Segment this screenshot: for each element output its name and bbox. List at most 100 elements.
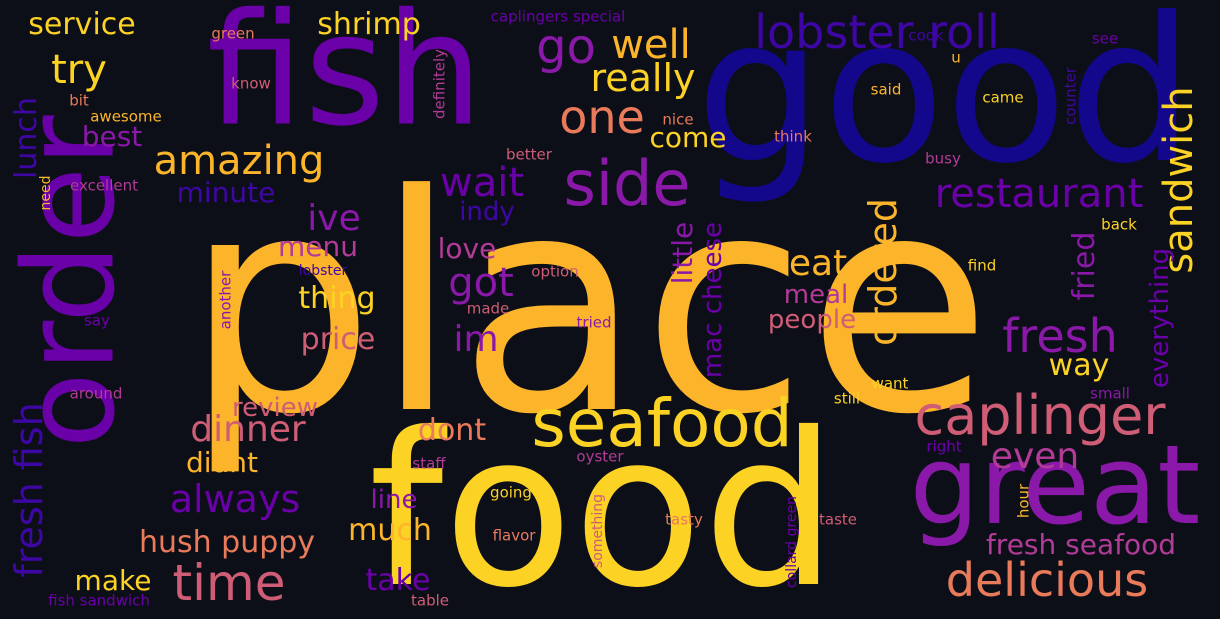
word-made: made	[466, 299, 510, 318]
word-caplinger: caplinger	[914, 384, 1166, 447]
word-love: love	[437, 232, 497, 265]
word-flavor: flavor	[492, 526, 536, 545]
word-cook: cook	[908, 26, 944, 45]
word-one: one	[559, 90, 645, 144]
word-amazing: amazing	[153, 138, 325, 184]
word-go: go	[536, 19, 596, 75]
word-bit: bit	[69, 91, 89, 110]
word-u: u	[951, 48, 961, 67]
word-need: need	[38, 175, 54, 211]
word-restaurant: restaurant	[934, 171, 1144, 217]
word-much: much	[348, 513, 432, 548]
word-green: green	[211, 24, 255, 43]
word-ive: ive	[307, 198, 361, 239]
word-ordered: ordered	[861, 198, 905, 346]
word-another: another	[216, 270, 235, 330]
word-fried: fried	[1067, 231, 1102, 301]
word-fish-sandwich: fish sandwich	[48, 591, 150, 610]
word-fresh: fresh	[1002, 309, 1118, 363]
word-lobster-roll: lobster roll	[754, 5, 1000, 59]
word-meal: meal	[783, 280, 849, 310]
word-food: food	[368, 387, 838, 619]
word-fresh-seafood: fresh seafood	[985, 528, 1177, 561]
word-right: right	[926, 437, 962, 456]
word-best: best	[81, 120, 143, 153]
word-caplingers-special: caplingers special	[490, 7, 626, 26]
word-wait: wait	[439, 160, 525, 206]
word-minute: minute	[176, 176, 276, 209]
word-even: even	[990, 436, 1080, 477]
word-little: little	[666, 221, 699, 285]
word-always: always	[169, 477, 301, 521]
word-know: know	[231, 74, 271, 93]
word-came: came	[982, 88, 1024, 107]
word-see: see	[1091, 29, 1119, 48]
word-hush-puppy: hush puppy	[138, 525, 316, 560]
word-shrimp: shrimp	[317, 7, 421, 42]
word-table: table	[411, 591, 449, 610]
word-seafood: seafood	[531, 385, 793, 462]
word-review: review	[232, 393, 318, 423]
word-say: say	[84, 311, 110, 330]
word-lobster: lobster	[298, 263, 348, 279]
word-line: line	[370, 485, 418, 515]
word-around: around	[69, 384, 123, 403]
word-time: time	[172, 554, 286, 612]
word-got: got	[448, 260, 514, 306]
word-awesome: awesome	[90, 107, 162, 126]
word-counter: counter	[1061, 67, 1080, 125]
word-going: going	[490, 483, 532, 502]
word-collard-green: collard green	[784, 496, 800, 588]
word-busy: busy	[925, 149, 961, 168]
word-still: still	[833, 389, 861, 408]
word-thing: thing	[298, 281, 376, 316]
word-come: come	[649, 121, 727, 154]
word-staff: staff	[412, 454, 446, 473]
word-tried: tried	[576, 313, 612, 332]
word-great: great	[909, 421, 1201, 549]
word-option: option	[531, 262, 579, 281]
word-sandwich: sandwich	[1156, 86, 1202, 274]
word-lunch: lunch	[9, 97, 44, 179]
word-better: better	[506, 145, 552, 164]
word-make: make	[74, 564, 152, 597]
word-everything: everything	[1145, 247, 1175, 389]
word-im: im	[453, 319, 499, 360]
word-fish: fish	[206, 0, 484, 161]
word-mac-cheese: mac cheese	[698, 221, 728, 379]
word-fresh-fish: fresh fish	[7, 402, 51, 578]
word-nice: nice	[662, 110, 694, 129]
word-definitely: definitely	[430, 48, 449, 120]
word-price: price	[300, 322, 376, 357]
word-delicious: delicious	[945, 553, 1149, 607]
word-taste: taste	[819, 510, 857, 529]
word-excellent: excellent	[69, 176, 139, 195]
word-take: take	[365, 563, 431, 598]
word-good: good	[695, 0, 1195, 208]
word-want: want	[871, 374, 909, 393]
word-eat: eat	[788, 243, 848, 284]
word-dont: dont	[417, 413, 487, 448]
word-dinner: dinner	[190, 409, 306, 450]
word-menu: menu	[278, 230, 358, 263]
word-didnt: didnt	[185, 446, 259, 479]
word-small: small	[1090, 384, 1130, 403]
word-really: really	[590, 56, 696, 100]
word-side: side	[563, 147, 691, 220]
word-think: think	[774, 127, 812, 146]
word-place: place	[184, 131, 992, 480]
word-something: something	[590, 493, 606, 569]
word-try: try	[51, 47, 107, 93]
word-indy: indy	[459, 197, 515, 227]
word-back: back	[1101, 215, 1137, 234]
word-tasty: tasty	[665, 510, 703, 529]
word-people: people	[767, 305, 857, 335]
word-find: find	[967, 256, 997, 275]
word-service: service	[28, 7, 136, 42]
word-well: well	[611, 22, 691, 68]
word-hour: hour	[1014, 483, 1033, 519]
word-said: said	[870, 80, 902, 99]
word-oyster: oyster	[576, 447, 624, 466]
word-way: way	[1048, 348, 1110, 383]
